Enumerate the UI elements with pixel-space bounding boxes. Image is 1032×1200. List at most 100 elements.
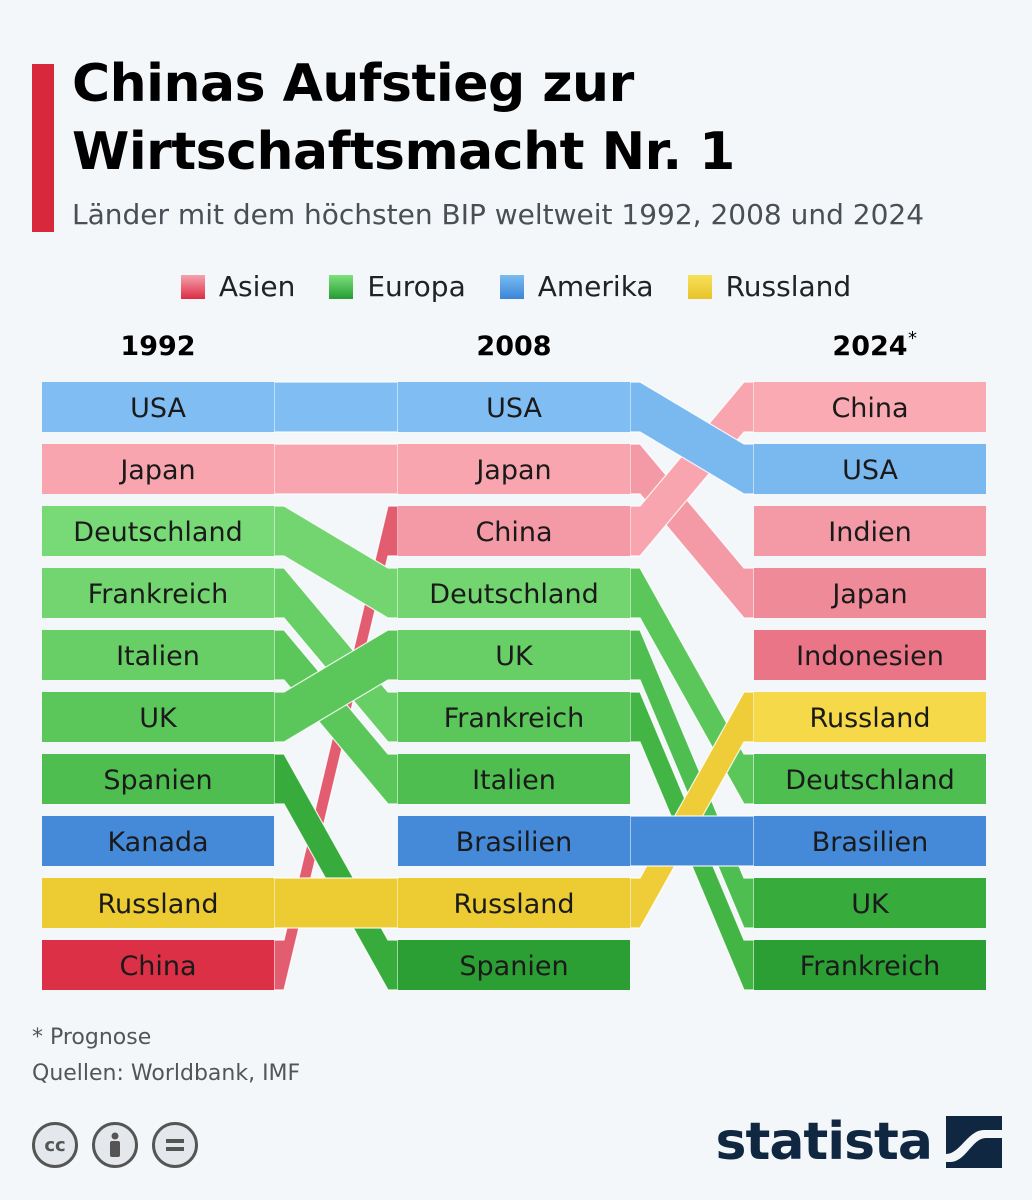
bar-2008-russland: Russland: [398, 878, 630, 928]
legend-item-europa: Europa: [329, 270, 466, 303]
legend-swatch-russland: [687, 274, 712, 299]
bar-2024-deutschland: Deutschland: [754, 754, 986, 804]
bar-2008-usa: USA: [398, 382, 630, 432]
legend-label-russland: Russland: [725, 270, 852, 303]
bar-2008-deutschland: Deutschland: [398, 568, 630, 618]
bar-2024-frankreich: Frankreich: [754, 940, 986, 990]
bar-rect-2008-china: [398, 506, 630, 556]
bar-label-2024-frankreich: Frankreich: [800, 951, 941, 982]
bar-label-2024-usa: USA: [842, 455, 898, 486]
subtitle: Länder mit dem höchsten BIP weltweit 199…: [72, 198, 925, 231]
year-label-2024: 2024: [832, 331, 907, 362]
bar-1992-kanada: Kanada: [42, 816, 274, 866]
bar-rect-2008-uk: [398, 630, 630, 680]
bar-rect-1992-spanien: [42, 754, 274, 804]
bar-label-1992-frankreich: Frankreich: [88, 579, 229, 610]
bar-rect-1992-deutschland: [42, 506, 274, 556]
bar-2008-china: China: [398, 506, 630, 556]
no-derivatives-icon[interactable]: [152, 1122, 198, 1168]
link-japan-1992-2008: [273, 443, 399, 495]
bar-label-2008-japan: Japan: [474, 455, 551, 486]
bar-label-1992-japan: Japan: [118, 455, 195, 486]
bar-rect-2008-frankreich: [398, 692, 630, 742]
bar-2024-usa: USA: [754, 444, 986, 494]
bar-label-2008-deutschland: Deutschland: [429, 579, 598, 610]
bar-2008-italien: Italien: [398, 754, 630, 804]
bar-rect-2008-brasilien: [398, 816, 630, 866]
bar-2024-brasilien: Brasilien: [754, 816, 986, 866]
bar-label-2008-italien: Italien: [472, 765, 556, 796]
bar-1992-spanien: Spanien: [42, 754, 274, 804]
bar-label-1992-kanada: Kanada: [107, 827, 208, 858]
bar-rect-2008-japan: [398, 444, 630, 494]
bar-2024-china: China: [754, 382, 986, 432]
bar-label-2008-spanien: Spanien: [459, 951, 568, 982]
bar-rect-2024-indonesien: [754, 630, 986, 680]
bar-rect-2024-usa: [754, 444, 986, 494]
bar-rect-2008-spanien: [398, 940, 630, 990]
year-label-2008: 2008: [476, 331, 551, 362]
bar-1992-japan: Japan: [42, 444, 274, 494]
bar-label-2008-russland: Russland: [453, 889, 574, 920]
bar-rect-1992-frankreich: [42, 568, 274, 618]
bar-1992-frankreich: Frankreich: [42, 568, 274, 618]
bar-label-2008-china: China: [475, 517, 552, 548]
bar-2008-japan: Japan: [398, 444, 630, 494]
bar-rect-2008-italien: [398, 754, 630, 804]
bar-2024-indonesien: Indonesien: [754, 630, 986, 680]
bar-2024-russland: Russland: [754, 692, 986, 742]
bar-2024-japan: Japan: [754, 568, 986, 618]
bar-label-2024-indien: Indien: [828, 517, 911, 548]
sources-note: Quellen: Worldbank, IMF: [32, 1061, 301, 1086]
bar-rect-2024-brasilien: [754, 816, 986, 866]
bar-label-2024-uk: UK: [851, 889, 890, 920]
bar-1992-uk: UK: [42, 692, 274, 742]
title-line-1: Chinas Aufstieg zur: [72, 54, 634, 114]
bar-rect-2024-russland: [754, 692, 986, 742]
bar-rect-2008-deutschland: [398, 568, 630, 618]
bar-label-2024-indonesien: Indonesien: [796, 641, 944, 672]
bar-rect-1992-italien: [42, 630, 274, 680]
bar-1992-italien: Italien: [42, 630, 274, 680]
bar-1992-russland: Russland: [42, 878, 274, 928]
year-footnote-mark-2024: *: [908, 328, 917, 349]
creative-commons-icon[interactable]: cc: [32, 1122, 78, 1168]
bar-label-1992-deutschland: Deutschland: [73, 517, 242, 548]
rank-links: [273, 381, 755, 991]
bar-rect-1992-russland: [42, 878, 274, 928]
bar-label-1992-russland: Russland: [97, 889, 218, 920]
bar-rect-2024-deutschland: [754, 754, 986, 804]
bar-2008-uk: UK: [398, 630, 630, 680]
bar-2008-frankreich: Frankreich: [398, 692, 630, 742]
bar-rect-1992-uk: [42, 692, 274, 742]
legend-item-russland: Russland: [687, 270, 852, 303]
bar-label-1992-italien: Italien: [116, 641, 200, 672]
statista-wave-icon: [946, 1116, 1002, 1168]
bar-label-2024-brasilien: Brasilien: [812, 827, 928, 858]
bar-1992-china: China: [42, 940, 274, 990]
bar-label-2008-frankreich: Frankreich: [444, 703, 585, 734]
forecast-note: * Prognose: [32, 1025, 152, 1050]
legend-item-asien: Asien: [180, 270, 296, 303]
bar-rect-1992-china: [42, 940, 274, 990]
bar-rect-2024-frankreich: [754, 940, 986, 990]
link-brasilien-2008-2024: [629, 815, 755, 867]
legend-item-amerika: Amerika: [499, 270, 654, 303]
bar-label-2024-russland: Russland: [809, 703, 930, 734]
statista-logo[interactable]: statista: [716, 1112, 1002, 1172]
legend: Asien Europa Amerika Russland: [0, 270, 1032, 303]
bar-1992-usa: USA: [42, 382, 274, 432]
license-icons: cc: [32, 1122, 198, 1168]
bar-label-2024-china: China: [831, 393, 908, 424]
legend-label-asien: Asien: [218, 270, 296, 303]
bar-label-1992-usa: USA: [130, 393, 186, 424]
attribution-icon[interactable]: [92, 1122, 138, 1168]
bar-label-2008-usa: USA: [486, 393, 542, 424]
bar-label-2008-brasilien: Brasilien: [456, 827, 572, 858]
bar-rect-1992-kanada: [42, 816, 274, 866]
bar-label-2008-uk: UK: [495, 641, 534, 672]
footnote: * Prognose Quellen: Worldbank, IMF: [32, 1020, 300, 1092]
bar-rect-1992-usa: [42, 382, 274, 432]
bar-rect-2024-china: [754, 382, 986, 432]
bar-2024-indien: Indien: [754, 506, 986, 556]
